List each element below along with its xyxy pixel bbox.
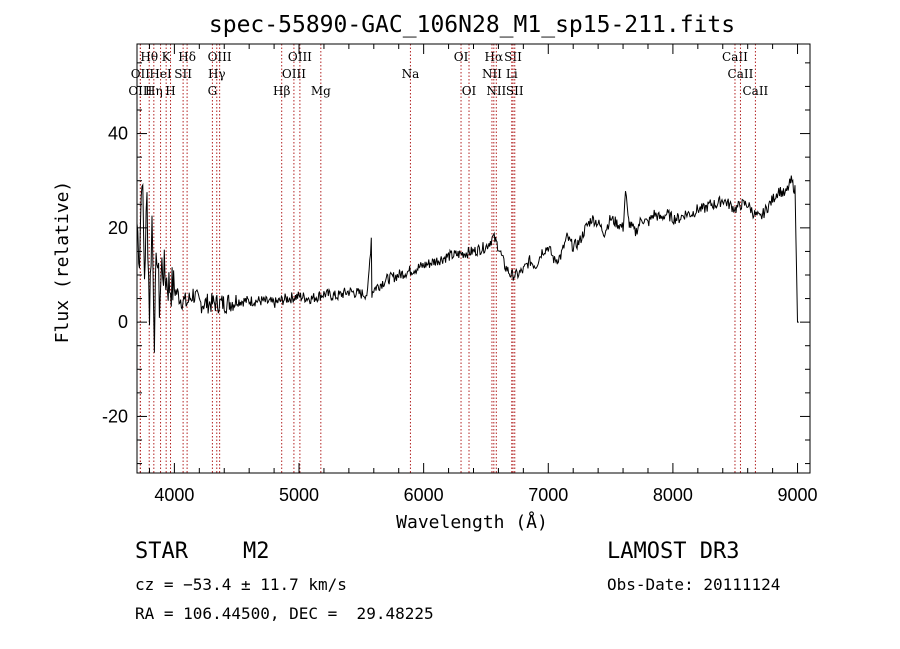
spectral-line-label: OI <box>454 50 469 64</box>
spectral-line-label: NII <box>486 84 506 98</box>
x-tick-label: 5000 <box>279 485 319 505</box>
y-tick-label: 0 <box>118 312 128 332</box>
spectral-line-label: OIII <box>208 50 232 64</box>
survey-name: LAMOST DR3 <box>607 539 740 564</box>
spectral-line-label: Hγ <box>208 67 226 81</box>
spectral-line-label: Hθ <box>140 50 158 64</box>
x-tick-label: 8000 <box>653 485 693 505</box>
x-tick-label: 4000 <box>154 485 194 505</box>
axis-ticks: 4000 5000 6000 7000 8000 9000 -20 0 20 40 <box>102 44 818 505</box>
y-axis-label: Flux (relative) <box>52 181 73 344</box>
spectral-line-label: CaII <box>728 67 754 81</box>
observation-date: Obs-Date: 20111124 <box>607 575 781 594</box>
spectral-line-label: SII <box>506 84 524 98</box>
object-subclass: M2 <box>243 539 270 564</box>
chart-title: spec-55890-GAC_106N28_M1_sp15-211.fits <box>209 12 735 38</box>
spectral-line-label: CaII <box>722 50 748 64</box>
spectral-line-label: NII <box>482 67 502 81</box>
spectral-line-label: CaII <box>742 84 768 98</box>
spectral-line-label: Hα <box>485 50 504 64</box>
x-tick-label: 7000 <box>528 485 568 505</box>
spectral-line-label: H <box>165 84 175 98</box>
spectral-line-label: Hη <box>145 84 163 98</box>
spectral-line-label: Mg <box>311 84 331 98</box>
spectral-line-label: HeI <box>149 67 172 81</box>
spectral-line-label: OIII <box>128 84 152 98</box>
x-axis-label: Wavelength (Å) <box>396 511 548 533</box>
spectral-line-label: Hβ <box>273 84 290 98</box>
y-tick-label: 20 <box>108 218 128 238</box>
y-tick-label: -20 <box>102 406 128 426</box>
redshift-velocity: cz = −53.4 ± 11.7 km/s <box>135 575 347 594</box>
spectral-line-label: SII <box>504 50 522 64</box>
spectral-line-label: G <box>208 84 218 98</box>
spectral-line-label: SII <box>174 67 192 81</box>
spectral-line-label: Na <box>402 67 420 81</box>
spectral-line-label: K <box>162 50 172 64</box>
object-class: STAR <box>135 539 188 564</box>
spectral-line-label: Hδ <box>178 50 196 64</box>
coordinates: RA = 106.44500, DEC = 29.48225 <box>135 604 434 623</box>
spectral-line-label: OII <box>131 67 151 81</box>
flux-series-line <box>136 175 799 353</box>
x-tick-label: 6000 <box>404 485 444 505</box>
plot-frame <box>136 43 811 474</box>
spectral-line-label: OI <box>462 84 477 98</box>
spectral-line-label: Li <box>506 67 518 81</box>
spectral-line-label: OIII <box>282 67 306 81</box>
y-tick-label: 40 <box>108 124 128 144</box>
spectral-line-label: OIII <box>288 50 312 64</box>
x-tick-label: 9000 <box>778 485 818 505</box>
